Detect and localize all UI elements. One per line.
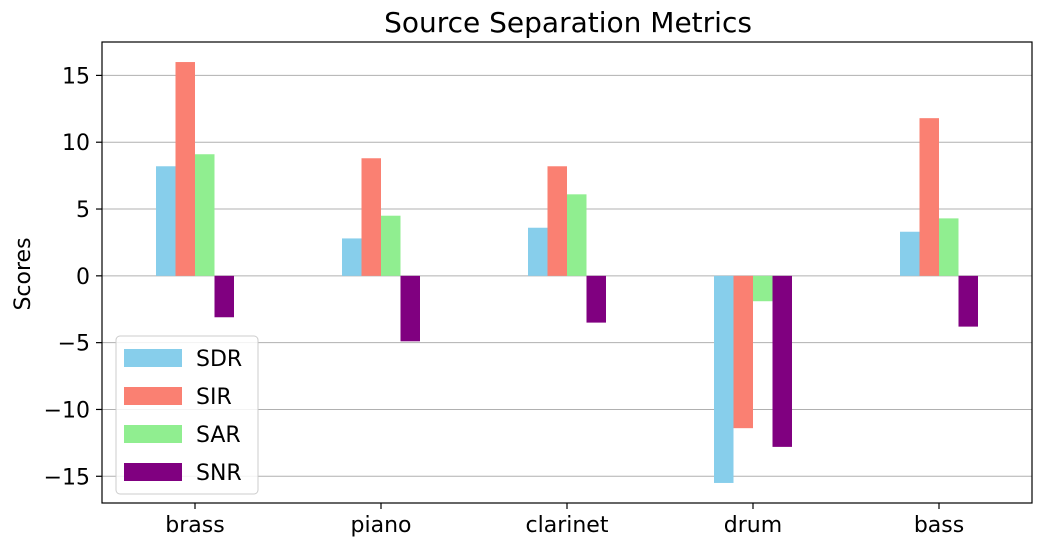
- x-tick-label: piano: [351, 513, 412, 538]
- y-tick-label: −5: [58, 332, 90, 357]
- y-tick-label: −10: [44, 398, 90, 423]
- legend-swatch-sar: [124, 425, 182, 443]
- bar-sir-bass: [919, 118, 939, 276]
- legend-swatch-sdr: [124, 349, 182, 367]
- y-tick-label: 5: [76, 198, 90, 223]
- bar-sar-brass: [195, 154, 215, 276]
- bar-snr-piano: [400, 275, 420, 342]
- bar-sdr-drum: [714, 275, 734, 483]
- bar-sdr-bass: [900, 231, 920, 276]
- bar-sdr-brass: [156, 166, 176, 276]
- bar-sar-clarinet: [567, 194, 587, 276]
- y-axis-label: Scores: [11, 237, 36, 310]
- legend-label-sdr: SDR: [196, 347, 242, 372]
- legend-label-sir: SIR: [196, 385, 232, 410]
- bar-snr-brass: [214, 275, 234, 318]
- bar-sir-piano: [361, 158, 381, 276]
- bar-snr-bass: [958, 275, 978, 327]
- y-tick-label: −15: [44, 465, 90, 490]
- legend-label-snr: SNR: [196, 461, 242, 486]
- x-tick-label: brass: [165, 513, 224, 538]
- y-tick-label: 10: [62, 131, 90, 156]
- bar-sdr-piano: [342, 238, 362, 276]
- bar-sar-piano: [381, 215, 401, 276]
- x-tick-label: drum: [724, 513, 782, 538]
- bar-snr-clarinet: [586, 275, 606, 323]
- bar-sir-clarinet: [547, 166, 567, 276]
- legend-swatch-snr: [124, 463, 182, 481]
- bars: [156, 62, 978, 483]
- x-tick-label: clarinet: [526, 513, 609, 538]
- bar-sar-bass: [939, 218, 959, 276]
- legend-swatch-sir: [124, 387, 182, 405]
- bar-snr-drum: [772, 275, 792, 447]
- chart-title: Source Separation Metrics: [384, 6, 752, 39]
- axis-ticks: 15 10 5 0 −5 −10 −15 brass piano clarinet drum bass: [44, 64, 965, 538]
- y-tick-label: 0: [76, 265, 90, 290]
- bar-sar-drum: [753, 275, 773, 302]
- y-tick-label: 15: [62, 64, 90, 89]
- bar-sir-drum: [733, 275, 753, 429]
- x-tick-label: bass: [914, 513, 964, 538]
- legend-label-sar: SAR: [196, 423, 241, 448]
- legend: SDR SIR SAR SNR: [115, 335, 259, 495]
- bar-sdr-clarinet: [528, 227, 548, 276]
- bar-sir-brass: [175, 62, 195, 276]
- legend-box: [115, 335, 259, 495]
